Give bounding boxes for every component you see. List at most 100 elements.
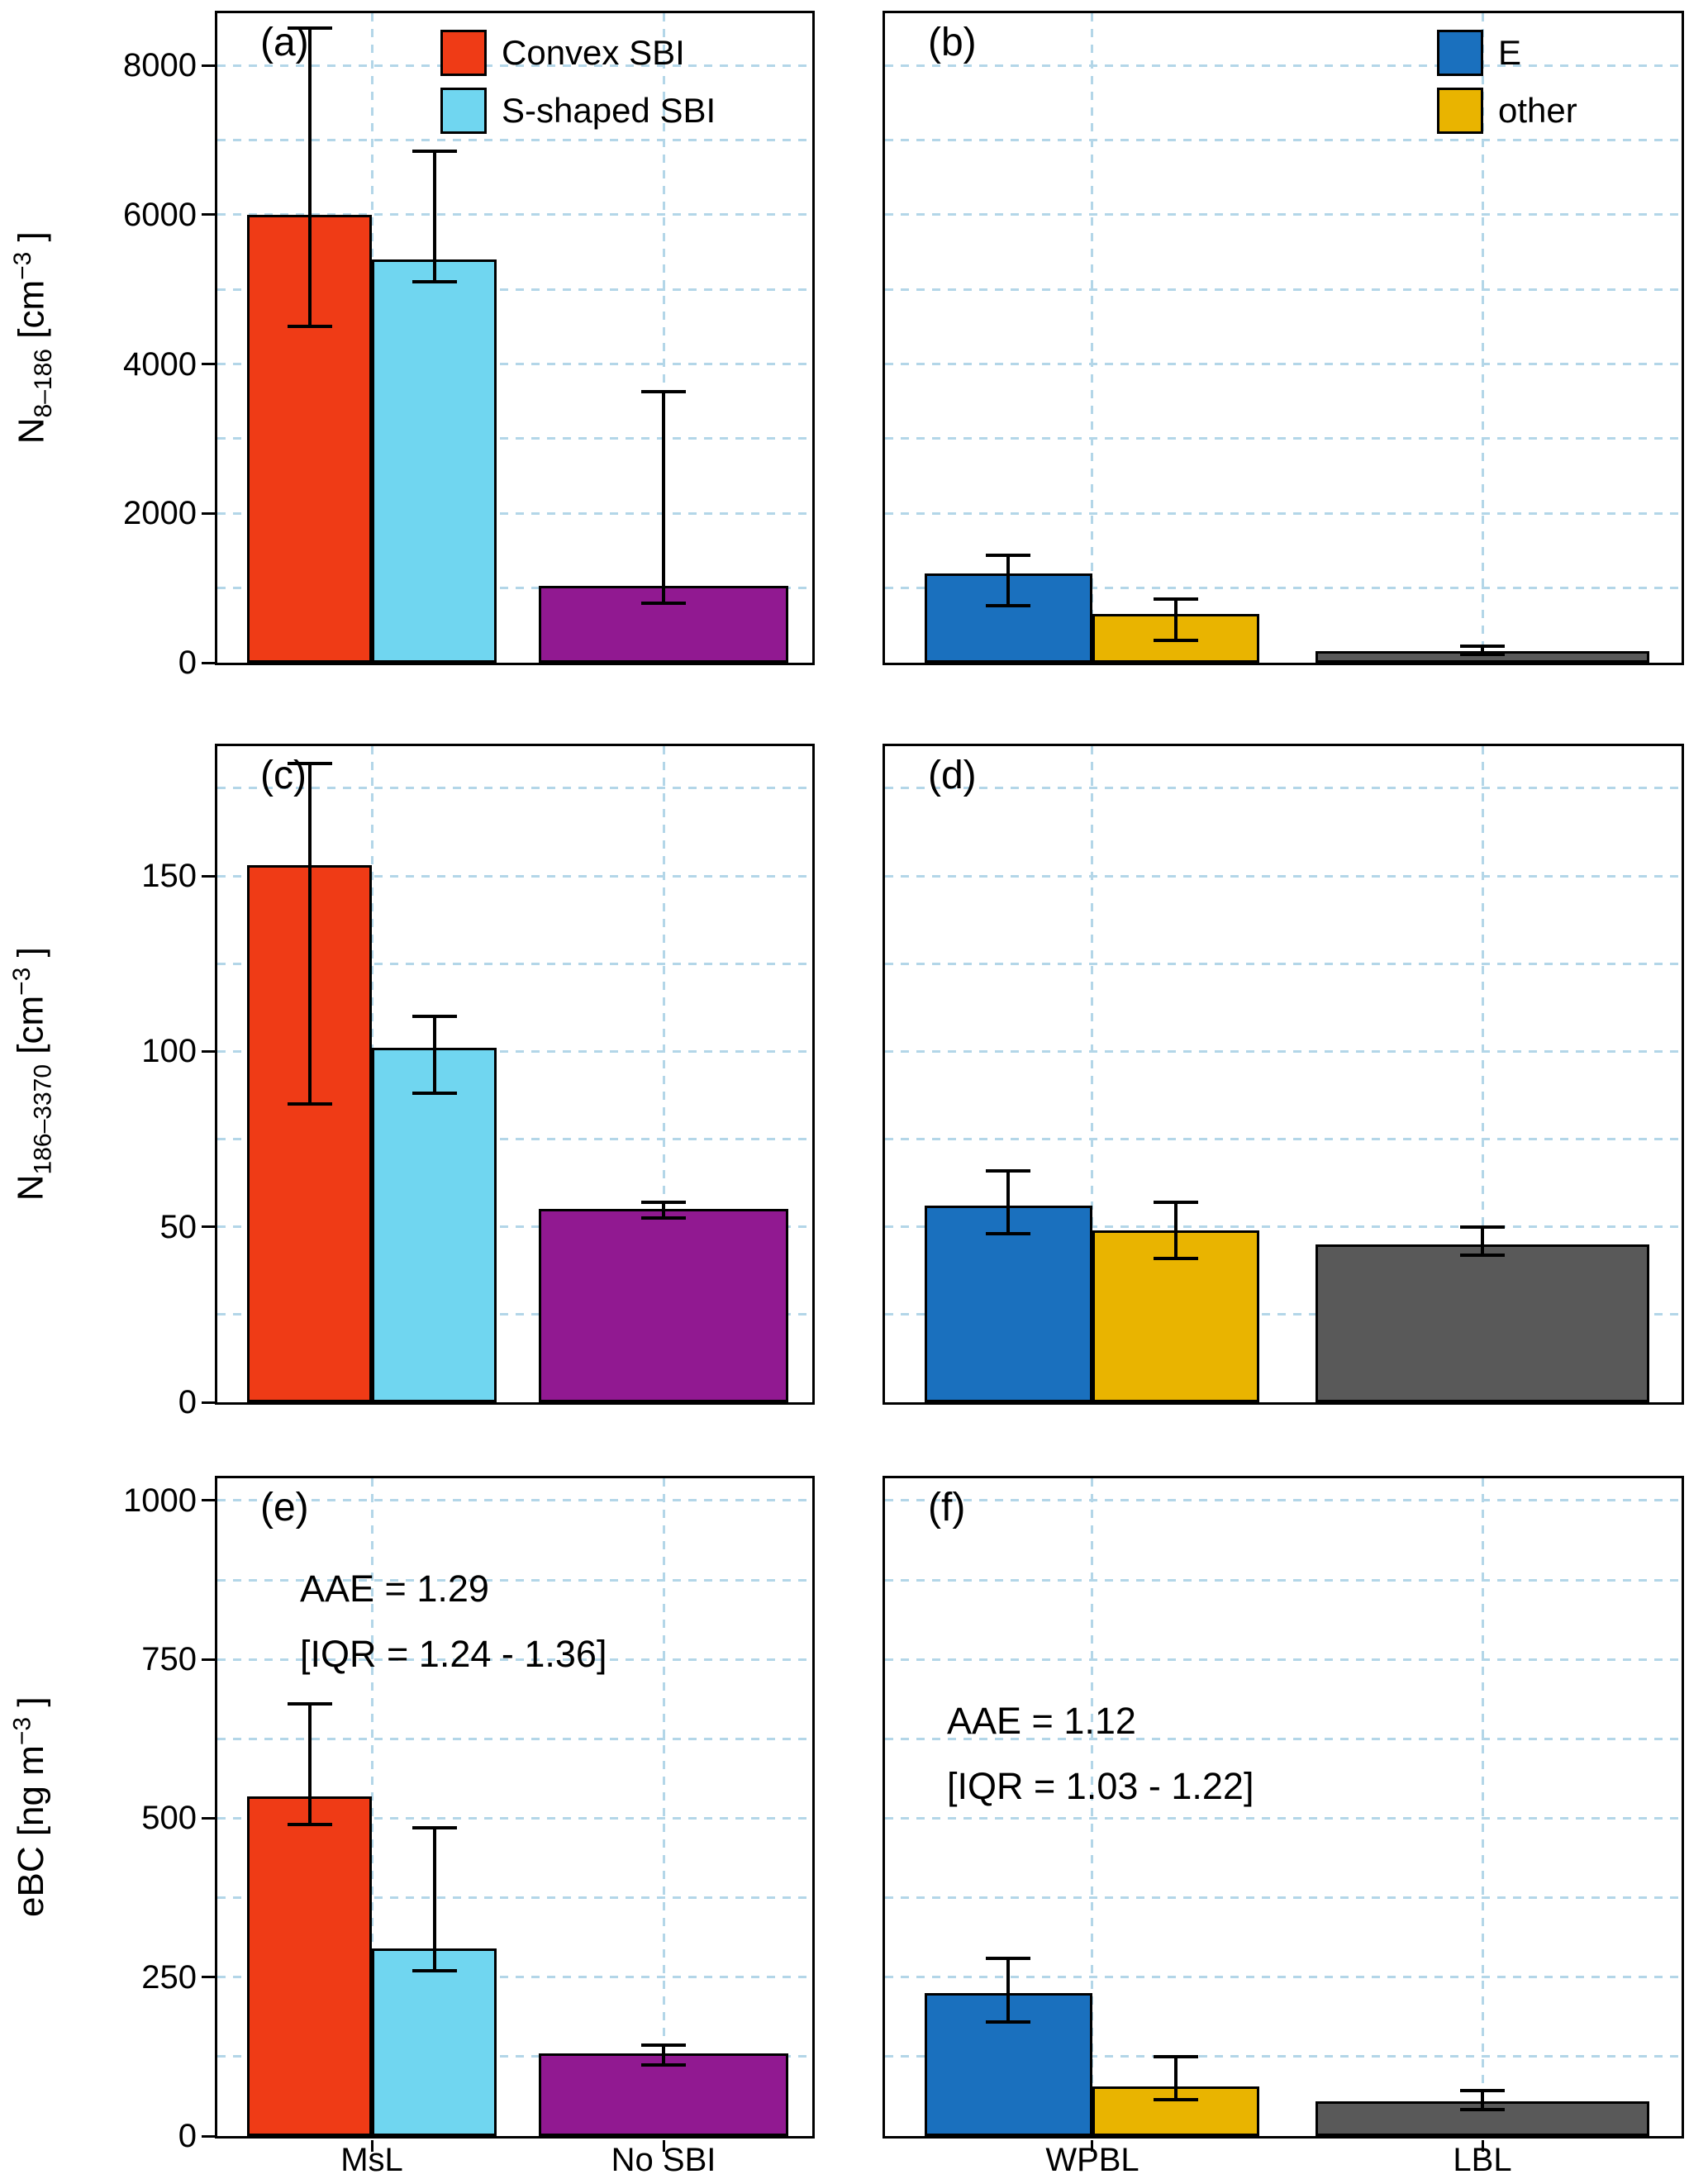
gridline-horizontal [217, 1313, 812, 1316]
y-tick-mark [202, 1049, 215, 1053]
gridline-horizontal [885, 1138, 1682, 1141]
error-cap-no-sbi [641, 1216, 686, 1220]
gridline-horizontal [217, 1138, 812, 1141]
panel-a: (a) Convex SBI S-shaped SBI [215, 11, 815, 665]
gridline-horizontal [217, 1578, 812, 1582]
y-tick-mark [202, 661, 215, 664]
ylabel-mid: [cm [10, 996, 51, 1065]
panel-label-f: (f) [928, 1486, 966, 1530]
gridline-horizontal [885, 1896, 1682, 1900]
ylabel-mid: [ng m [10, 1745, 51, 1847]
panel-e: (e) AAE = 1.29 [IQR = 1.24 - 1.36] [215, 1476, 815, 2139]
gridline-horizontal [217, 511, 812, 515]
y-tick-mark [202, 1401, 215, 1404]
error-cap-s-shaped-sbi [412, 280, 457, 284]
legend-item-convex-sbi: Convex SBI [440, 30, 716, 76]
bar-lbl [1315, 1244, 1650, 1402]
error-cap-lbl [1460, 2108, 1505, 2112]
error-cap-convex-sbi [287, 325, 332, 329]
bar-s-shaped-sbi [372, 1048, 497, 1402]
legend-swatch-convex-sbi [440, 30, 487, 76]
bar-no-sbi [538, 1209, 789, 1402]
gridline-horizontal [885, 962, 1682, 965]
error-bar-s-shaped-sbi [432, 151, 436, 283]
y-tick-label: 0 [178, 2118, 197, 2154]
bar-s-shaped-sbi [372, 259, 497, 663]
gridline-horizontal [217, 1976, 812, 1979]
error-bar-e [1006, 1170, 1011, 1235]
y-tick-mark [202, 64, 215, 67]
y-tick-label: 150 [141, 858, 197, 895]
gridline-horizontal [217, 1049, 812, 1053]
legend-sbi: Convex SBI S-shaped SBI [440, 30, 716, 134]
error-bar-lbl [1481, 1226, 1484, 1255]
error-bar-s-shaped-sbi [432, 1827, 436, 1972]
gridline-horizontal [217, 962, 812, 965]
aae-value-e: AAE = 1.29 [300, 1568, 489, 1610]
y-tick-label: 100 [141, 1033, 197, 1070]
gridline-vertical [370, 1478, 373, 2136]
y-tick-mark [202, 1816, 215, 1820]
gridline-horizontal [885, 511, 1682, 515]
panel-label-b: (b) [928, 21, 977, 64]
gridline-vertical [1481, 1478, 1484, 2136]
gridline-horizontal [885, 1976, 1682, 1979]
error-bar-no-sbi [662, 2045, 665, 2065]
error-bar-convex-sbi [307, 1704, 312, 1825]
gridline-vertical [662, 1478, 665, 2136]
ylabel-base: N [10, 417, 51, 445]
gridline-horizontal [217, 2055, 812, 2058]
ylabel-end: ] [10, 231, 51, 252]
gridline-horizontal [217, 1896, 812, 1900]
gridline-vertical [1091, 1478, 1094, 2136]
y-tick-label: 250 [141, 1958, 197, 1996]
y-tick-mark [202, 363, 215, 366]
error-cap-e [986, 604, 1031, 608]
panel-c: (c) [215, 744, 815, 1405]
gridline-horizontal [885, 2055, 1682, 2058]
bar-convex-sbi [247, 1796, 373, 2136]
aae-annotation-f: AAE = 1.12 [IQR = 1.03 - 1.22] [947, 1689, 1254, 1820]
error-bar-e [1006, 554, 1011, 607]
error-bar-other [1173, 2056, 1178, 2100]
error-cap-e [986, 2020, 1031, 2024]
ylabel-sup: −3 [8, 1717, 36, 1746]
panel-d: (d) [883, 744, 1684, 1405]
error-cap-other [1153, 638, 1198, 642]
bar-e [925, 1206, 1092, 1402]
gridline-horizontal [885, 437, 1682, 440]
y-tick-label: 500 [141, 1800, 197, 1837]
panel-label-a: (a) [260, 21, 309, 64]
legend-pbl: E other [1437, 30, 1577, 134]
panel-label-c: (c) [260, 754, 307, 797]
aae-annotation-e: AAE = 1.29 [IQR = 1.24 - 1.36] [300, 1557, 607, 1687]
gridline-horizontal [885, 213, 1682, 216]
legend-item-e: E [1437, 30, 1577, 76]
x-tick-mark [1481, 2140, 1484, 2152]
gridline-horizontal [217, 288, 812, 291]
error-cap-no-sbi [641, 601, 686, 605]
gridline-horizontal [217, 213, 812, 216]
aae-iqr-e: [IQR = 1.24 - 1.36] [300, 1632, 607, 1675]
y-tick-label: 750 [141, 1641, 197, 1678]
legend-swatch-s-shaped-sbi [440, 88, 487, 134]
error-bar-convex-sbi [307, 764, 312, 1105]
aae-iqr-f: [IQR = 1.03 - 1.22] [947, 1764, 1254, 1807]
ylabel-sub: 8–186 [29, 349, 57, 418]
error-cap-no-sbi [641, 1200, 686, 1204]
error-cap-e [986, 1232, 1031, 1236]
error-cap-convex-sbi [287, 1102, 332, 1106]
ylabel-end: ] [10, 947, 51, 968]
gridline-horizontal [885, 1049, 1682, 1053]
gridline-horizontal [217, 64, 812, 67]
ylabel-base: N [10, 1174, 51, 1201]
gridline-vertical [662, 13, 665, 663]
y-axis-title-n186-3370: N186–3370 [cm−3 ] [8, 947, 57, 1201]
y-tick-mark [202, 511, 215, 515]
error-cap-convex-sbi [287, 1702, 332, 1706]
y-tick-mark [202, 2134, 215, 2138]
error-cap-other [1153, 597, 1198, 602]
y-tick-mark [202, 1225, 215, 1229]
y-tick-label: 2000 [123, 495, 197, 532]
